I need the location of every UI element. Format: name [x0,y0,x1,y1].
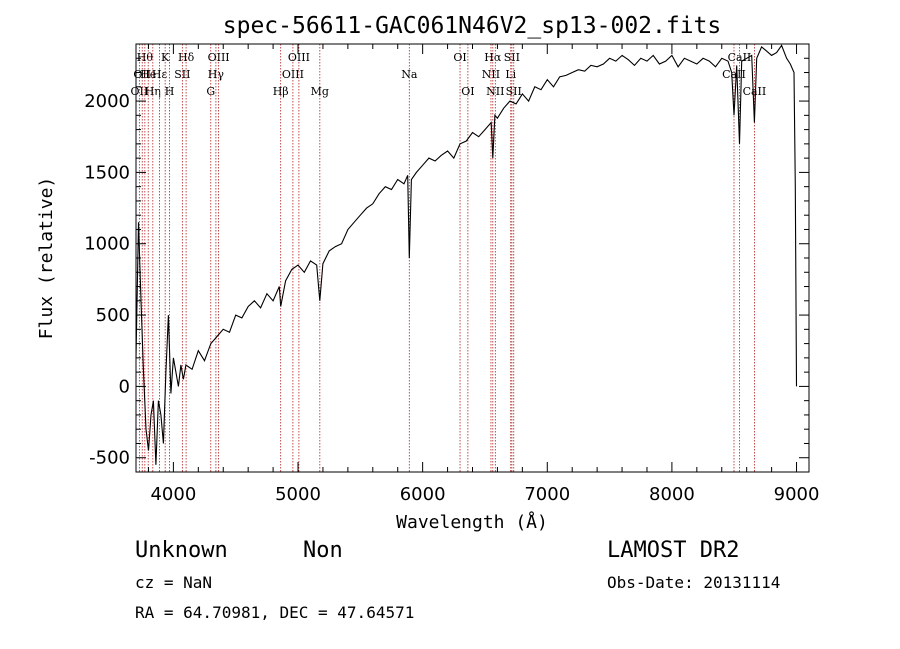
axis-ticks: 4000 5000 6000 7000 8000 9000 -500 0 500 1000 1500… [84,43,820,505]
line-label: Hα [484,51,502,64]
line-label: Li [505,68,516,81]
x-tick-label: 4000 [150,484,196,505]
line-label: He [140,68,156,81]
line-label: G [206,85,215,98]
line-label: K [161,51,170,64]
line-label: OIII [208,51,230,64]
line-label: OIII [288,51,310,64]
x-tick-label: 5000 [275,484,321,505]
line-label: SII [174,68,190,81]
line-label: Hγ [208,68,225,81]
x-tick-label: 8000 [649,484,695,505]
line-label: NII [482,68,500,81]
coordinates: RA = 64.70981, DEC = 47.64571 [135,603,415,622]
y-tick-label: 0 [119,376,130,397]
x-tick-label: 7000 [524,484,570,505]
line-label: SII [504,51,520,64]
observation-date: Obs-Date: 20131114 [607,573,781,592]
line-label: H [165,85,175,98]
line-label: Hδ [178,51,195,64]
x-tick-label: 9000 [774,484,820,505]
emission-line-markers: OII OII Hθ He Hη Hε K H SII Hδ G Hγ OIII Hβ OIII OIII Mg… [131,44,767,472]
line-label: CaII [743,85,767,98]
line-label: Mg [311,85,329,98]
line-label: OII [133,68,151,81]
line-label: OII [131,85,149,98]
y-tick-label: 1500 [84,162,130,183]
line-label: Hβ [273,85,289,98]
x-axis-label: Wavelength (Å) [396,511,548,533]
y-tick-label: 500 [96,305,130,326]
line-label: OIII [282,68,304,81]
y-tick-label: -500 [89,448,130,469]
object-subclass: Non [303,538,343,563]
x-tick-label: 6000 [400,484,446,505]
flux-line [135,44,798,465]
line-label: NII [486,85,504,98]
y-tick-label: 1000 [84,234,130,255]
line-label: Na [401,68,418,81]
line-label: Hε [152,68,168,81]
flux-series [135,44,798,465]
line-label: Hη [145,85,161,98]
y-tick-label: 2000 [84,91,130,112]
object-class: Unknown [135,538,228,563]
line-label: SII [506,85,522,98]
chart-title: spec-56611-GAC061N46V2_sp13-002.fits [223,13,722,39]
redshift-value: cz = NaN [135,573,213,592]
y-axis-label: Flux (relative) [36,177,57,340]
line-label: OI [461,85,474,98]
line-label: CaII [728,51,752,64]
plot-frame [135,43,810,473]
line-label: Hθ [137,51,154,64]
line-label: CaII [722,68,746,81]
line-label: OI [453,51,466,64]
survey-name: LAMOST DR2 [607,538,740,563]
